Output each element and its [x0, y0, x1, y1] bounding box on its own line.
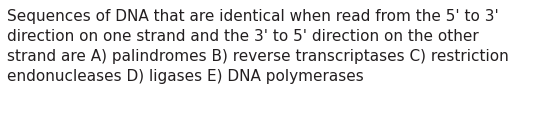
Text: Sequences of DNA that are identical when read from the 5' to 3'
direction on one: Sequences of DNA that are identical when… — [7, 9, 509, 84]
